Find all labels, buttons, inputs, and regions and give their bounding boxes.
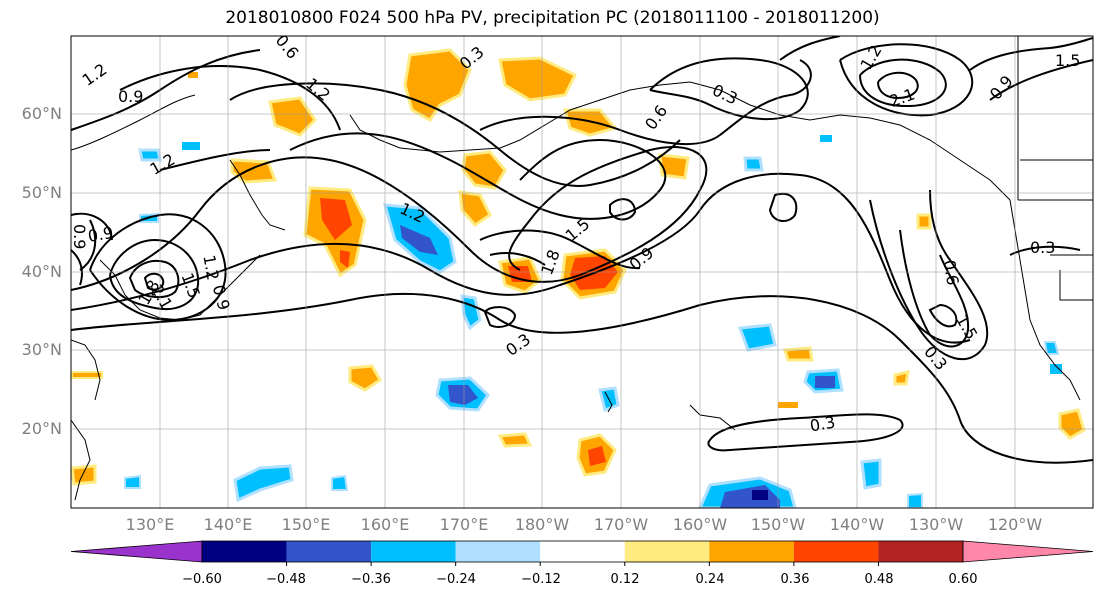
lon-label: 130°W xyxy=(908,515,964,534)
contour-labels: 1.2 0.9 1.2 1.2 0.6 0.3 0.6 0.3 0.9 1.8 … xyxy=(70,36,1080,436)
colorbar-tick-label: −0.12 xyxy=(521,572,561,587)
colorbar-tick-label: 0.12 xyxy=(610,572,640,587)
lon-label: 160°W xyxy=(672,515,728,534)
contour-label: 1.5 xyxy=(1055,51,1080,70)
contour-label: 0.6 xyxy=(641,102,671,134)
lon-label: 150°E xyxy=(281,515,331,534)
lon-label: 170°W xyxy=(593,515,649,534)
precip-negative-shading xyxy=(124,135,1062,508)
lon-label: 150°W xyxy=(750,515,806,534)
colorbar-segment xyxy=(793,541,879,562)
contour-label: 0.9 xyxy=(118,87,143,106)
lon-label: 160°E xyxy=(360,515,410,534)
precip-positive-shading xyxy=(71,48,1086,486)
contour-label: 1.2 xyxy=(302,74,334,105)
colorbar-extend-high xyxy=(962,540,1094,563)
pv-contours xyxy=(71,36,1093,464)
colorbar-tick-label: 0.36 xyxy=(780,572,810,587)
contour-label: 1.8 xyxy=(537,247,564,277)
lon-label: 180°W xyxy=(514,515,570,534)
lat-label-30n: 30°N xyxy=(21,340,62,359)
contour-label: 0.3 xyxy=(808,412,836,435)
figure-title: 2018010800 F024 500 hPa PV, precipitatio… xyxy=(225,8,880,28)
contour-label: 1.5 xyxy=(177,270,204,300)
colorbar-segment xyxy=(709,541,794,562)
colorbar-tick-label: 0.24 xyxy=(695,572,725,587)
colorbar-segment xyxy=(540,541,625,562)
colorbar-extend-low xyxy=(70,540,203,563)
colorbar-segment xyxy=(624,541,710,562)
lat-label-60n: 60°N xyxy=(21,104,62,123)
colorbar-tick-label: 0.60 xyxy=(948,572,978,587)
contour-label: 0.3 xyxy=(709,80,740,108)
colorbar-tick-label: −0.36 xyxy=(351,572,391,587)
lat-label-50n: 50°N xyxy=(21,183,62,202)
lon-label: 120°W xyxy=(987,515,1043,534)
contour-label: 2.1 xyxy=(887,84,917,111)
lat-label-20n: 20°N xyxy=(21,419,62,438)
contour-label: 0.9 xyxy=(209,283,234,313)
colorbar-segment xyxy=(455,541,541,562)
contour-label: 0.3 xyxy=(1030,238,1055,257)
colorbar-tick-label: −0.24 xyxy=(436,572,476,587)
colorbar-tick-label: −0.60 xyxy=(182,572,222,587)
lon-label: 170°E xyxy=(439,515,489,534)
coastlines xyxy=(71,36,1093,501)
lon-label: 140°W xyxy=(829,515,885,534)
contour-label: 0.9 xyxy=(70,224,89,249)
contour-label: 1.2 xyxy=(79,60,111,90)
colorbar-tick-label: 0.48 xyxy=(864,572,894,587)
colorbar-segment xyxy=(286,541,372,562)
lon-label: 130°E xyxy=(125,515,175,534)
map-frame xyxy=(70,35,1094,509)
graticule xyxy=(71,36,1093,508)
colorbar-segment xyxy=(878,541,963,562)
lon-label: 140°E xyxy=(203,515,253,534)
contour-label: 0.9 xyxy=(86,223,114,246)
colorbar-frame xyxy=(201,540,964,563)
contour-label: 0.3 xyxy=(502,330,534,360)
colorbar-segment xyxy=(202,541,287,562)
contour-label: 1.2 xyxy=(199,253,222,281)
contour-label: 0.6 xyxy=(939,258,962,286)
lat-label-40n: 40°N xyxy=(21,262,62,281)
colorbar-tick-label: −0.48 xyxy=(266,572,306,587)
colorbar-segment xyxy=(371,541,456,562)
colorbar xyxy=(70,540,1094,566)
